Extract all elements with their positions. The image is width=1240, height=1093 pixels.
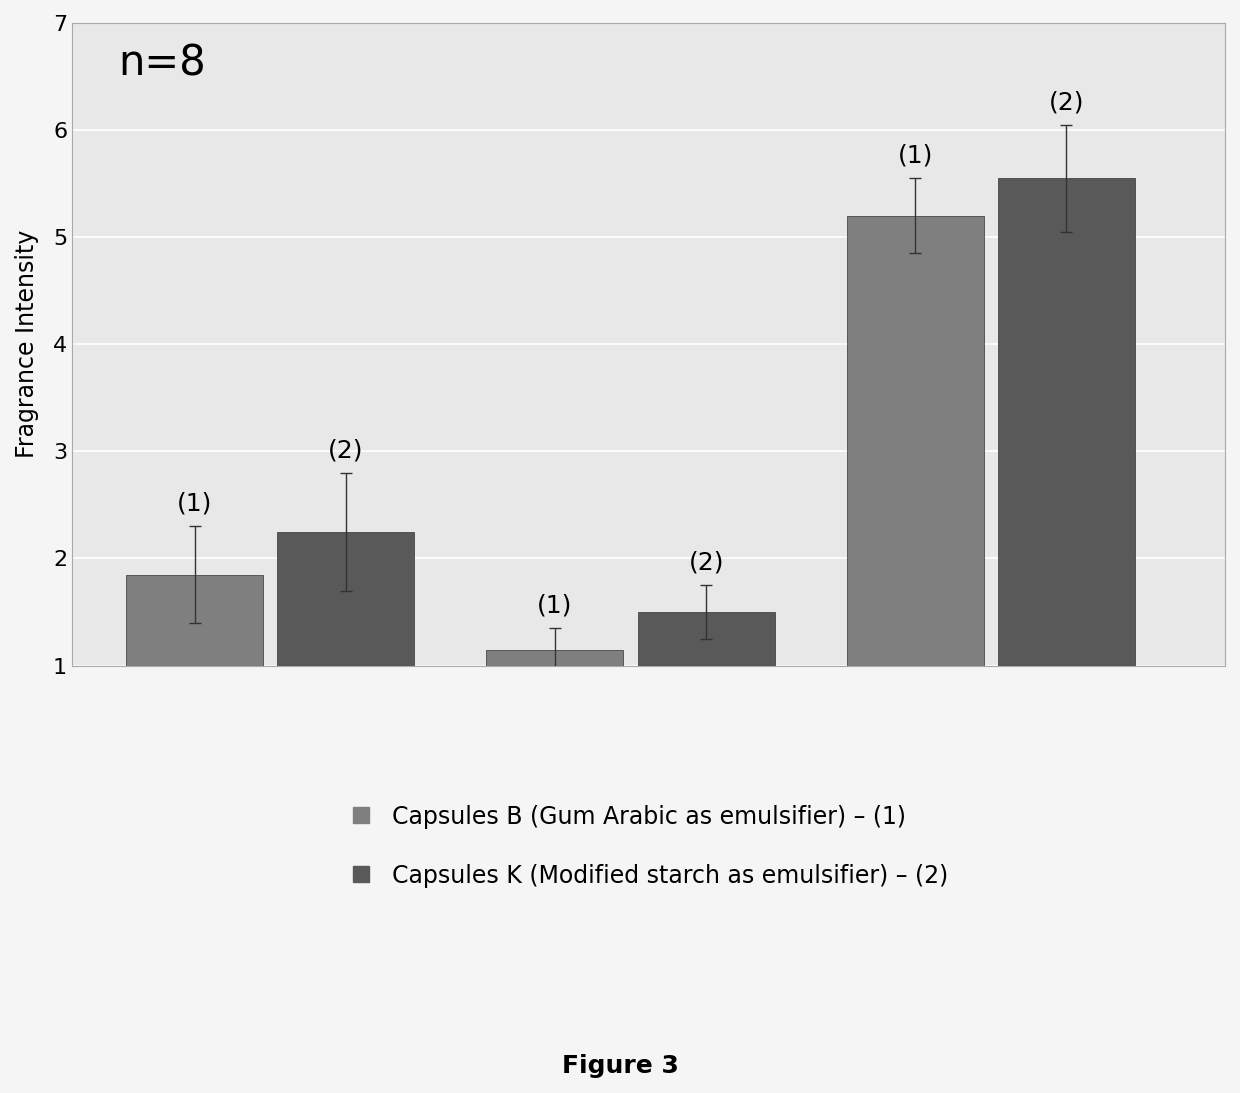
- Text: Figure 3: Figure 3: [562, 1054, 678, 1078]
- Bar: [486, 649, 624, 666]
- Text: (1): (1): [537, 593, 573, 618]
- Text: (2): (2): [688, 551, 724, 575]
- Bar: [847, 215, 983, 666]
- Text: (1): (1): [177, 492, 212, 516]
- Text: (1): (1): [898, 143, 932, 167]
- Y-axis label: Fragrance Intensity: Fragrance Intensity: [15, 231, 38, 458]
- Bar: [126, 575, 263, 666]
- Text: (2): (2): [329, 438, 363, 462]
- Bar: [637, 612, 775, 666]
- Legend: Capsules B (Gum Arabic as emulsifier) – (1), Capsules K (Modified starch as emul: Capsules B (Gum Arabic as emulsifier) – …: [337, 794, 960, 901]
- Text: n=8: n=8: [118, 43, 206, 84]
- Bar: [278, 531, 414, 666]
- Text: (2): (2): [1049, 90, 1084, 114]
- Bar: [998, 178, 1135, 666]
